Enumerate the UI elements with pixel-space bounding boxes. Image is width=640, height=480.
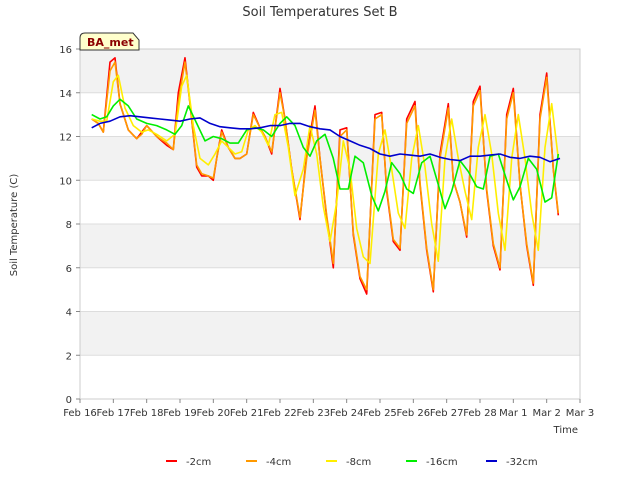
plot-band bbox=[80, 180, 580, 224]
plot-band bbox=[80, 267, 580, 312]
site-annotation: BA_met bbox=[79, 32, 140, 51]
x-tick-label: Feb 21 bbox=[230, 408, 264, 419]
y-axis-ticks: 0 2 4 6 8 10 12 14 16 bbox=[59, 45, 80, 406]
y-tick-label: 14 bbox=[59, 89, 72, 100]
x-tick-label: Feb 23 bbox=[297, 408, 331, 419]
x-tick-label: Feb 24 bbox=[330, 408, 364, 419]
chart-title: Soil Temperatures Set B bbox=[242, 5, 397, 20]
y-axis-label: Soil Temperature (C) bbox=[9, 174, 20, 277]
y-tick-label: 12 bbox=[59, 133, 72, 144]
x-tick-label: Feb 18 bbox=[130, 408, 164, 419]
series-lines bbox=[91, 56, 561, 295]
y-tick-label: 6 bbox=[66, 264, 72, 275]
x-tick-label: Feb 28 bbox=[463, 408, 497, 419]
y-tick-label: 2 bbox=[66, 351, 72, 362]
x-tick-label: Mar 1 bbox=[499, 408, 527, 419]
x-axis-label: Time bbox=[553, 425, 578, 436]
y-tick-label: 4 bbox=[66, 308, 72, 319]
legend-label: -4cm bbox=[266, 457, 291, 468]
plot-band bbox=[80, 355, 580, 399]
plot-band bbox=[80, 311, 580, 356]
x-tick-label: Feb 26 bbox=[397, 408, 431, 419]
y-tick-label: 0 bbox=[66, 395, 72, 406]
legend-label: -8cm bbox=[346, 457, 371, 468]
y-tick-label: 10 bbox=[59, 176, 72, 187]
x-tick-label: Feb 27 bbox=[430, 408, 464, 419]
x-tick-label: Feb 19 bbox=[163, 408, 197, 419]
y-tick-label: 8 bbox=[66, 220, 72, 231]
x-tick-label: Mar 3 bbox=[566, 408, 594, 419]
x-tick-label: Mar 2 bbox=[532, 408, 560, 419]
series-line-minus-4cm bbox=[91, 61, 560, 291]
x-tick-label: Feb 25 bbox=[363, 408, 397, 419]
plot-band bbox=[80, 136, 580, 181]
series-line-minus-16cm bbox=[91, 98, 560, 212]
plot-band bbox=[80, 49, 580, 93]
x-tick-label: Feb 16 bbox=[63, 408, 97, 419]
x-tick-label: Feb 22 bbox=[263, 408, 297, 419]
legend-label: -2cm bbox=[186, 457, 211, 468]
x-tick-label: Feb 20 bbox=[197, 408, 231, 419]
y-tick-label: 16 bbox=[59, 45, 72, 56]
series-line-minus-8cm bbox=[91, 74, 560, 265]
x-axis-ticks: Feb 16 Feb 17 Feb 18 Feb 19 Feb 20 Feb 21 Feb … bbox=[63, 399, 594, 419]
site-annotation-box bbox=[79, 32, 140, 51]
x-tick-label: Feb 17 bbox=[97, 408, 131, 419]
legend-label: -32cm bbox=[506, 457, 538, 468]
site-annotation-text: BA_met bbox=[87, 36, 134, 49]
legend-label: -16cm bbox=[426, 457, 458, 468]
series-line-minus-32cm bbox=[91, 114, 561, 163]
legend: -2cm -4cm -8cm -16cm -32cm bbox=[166, 457, 538, 468]
